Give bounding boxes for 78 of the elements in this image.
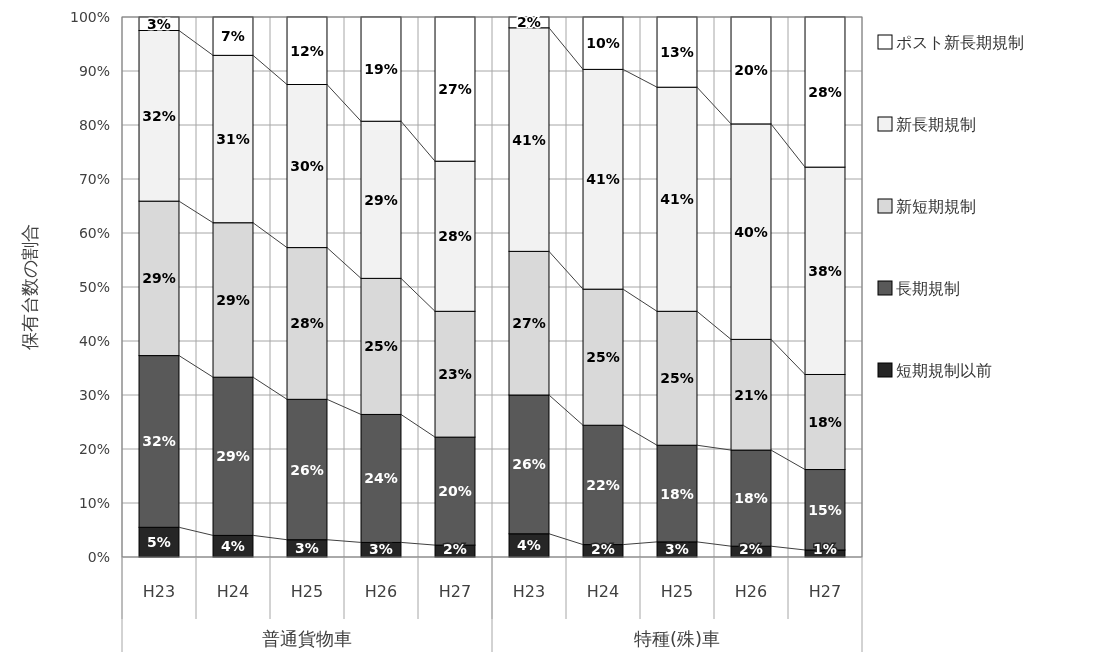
y-tick-label: 10% bbox=[78, 495, 110, 511]
data-label: 5% bbox=[147, 534, 171, 551]
legend-label: 短期規制以前 bbox=[896, 361, 992, 380]
y-tick-label: 20% bbox=[78, 441, 110, 457]
y-tick-label: 0% bbox=[87, 549, 110, 565]
data-label: 7% bbox=[221, 28, 245, 45]
data-label: 18% bbox=[808, 414, 842, 430]
data-label: 22% bbox=[586, 476, 620, 493]
y-tick-label: 80% bbox=[78, 117, 110, 133]
data-label: 2% bbox=[443, 541, 467, 557]
data-label: 4% bbox=[517, 537, 541, 554]
data-label: 29% bbox=[364, 191, 398, 208]
data-label: 27% bbox=[438, 81, 472, 98]
x-tick-label: H27 bbox=[808, 582, 842, 601]
data-label: 4% bbox=[221, 538, 245, 555]
x-tick-label: H24 bbox=[216, 582, 250, 601]
data-label: 28% bbox=[290, 315, 324, 332]
data-label: 41% bbox=[586, 171, 620, 188]
data-label: 1% bbox=[813, 541, 837, 557]
data-label: 25% bbox=[586, 349, 620, 366]
y-tick-label: 30% bbox=[78, 387, 110, 403]
data-label: 40% bbox=[734, 223, 768, 240]
data-label: 26% bbox=[512, 456, 546, 473]
legend-label: 新短期規制 bbox=[896, 197, 976, 216]
y-tick-label: 70% bbox=[78, 171, 110, 187]
x-tick-label: H26 bbox=[364, 582, 398, 601]
text: 普通貨物車 bbox=[262, 628, 352, 649]
data-label: 25% bbox=[364, 338, 398, 355]
data-label: 13% bbox=[660, 44, 694, 61]
data-label: 28% bbox=[808, 84, 842, 101]
data-label: 3% bbox=[369, 541, 393, 557]
data-label: 29% bbox=[142, 270, 176, 287]
y-axis-title: 保有台数の割合 bbox=[19, 224, 40, 350]
text: 特種(殊)車 bbox=[633, 628, 721, 649]
data-label: 3% bbox=[147, 15, 171, 32]
data-label: 20% bbox=[734, 62, 768, 79]
y-tick-label: 100% bbox=[69, 9, 110, 25]
x-tick-label: H23 bbox=[512, 582, 546, 601]
data-label: 30% bbox=[290, 158, 324, 175]
data-label: 29% bbox=[216, 448, 250, 465]
y-tick-label: 60% bbox=[78, 225, 110, 241]
data-label: 38% bbox=[808, 262, 842, 279]
y-tick-label: 90% bbox=[78, 63, 110, 79]
x-tick-label: H24 bbox=[586, 582, 620, 601]
data-label: 31% bbox=[216, 131, 250, 148]
legend-label: 新長期規制 bbox=[896, 115, 976, 134]
data-label: 3% bbox=[665, 541, 689, 557]
data-label: 23% bbox=[438, 366, 472, 383]
data-label: 2% bbox=[517, 14, 541, 31]
data-label: 32% bbox=[142, 107, 176, 124]
data-label: 25% bbox=[660, 370, 694, 387]
data-label: 32% bbox=[142, 433, 176, 450]
x-tick-label: H25 bbox=[290, 582, 324, 601]
data-label: 15% bbox=[808, 501, 842, 518]
data-label: 24% bbox=[364, 470, 398, 487]
data-label: 20% bbox=[438, 483, 472, 500]
data-label: 18% bbox=[660, 485, 694, 502]
data-label: 29% bbox=[216, 291, 250, 308]
data-label: 41% bbox=[512, 131, 546, 148]
x-tick-label: H23 bbox=[142, 582, 176, 601]
data-label: 18% bbox=[734, 490, 768, 507]
data-label: 3% bbox=[295, 540, 319, 557]
data-label: 26% bbox=[290, 461, 324, 478]
data-label: 2% bbox=[591, 541, 615, 557]
data-label: 12% bbox=[290, 42, 324, 59]
y-tick-label: 50% bbox=[78, 279, 110, 295]
data-label: 10% bbox=[586, 35, 620, 52]
x-tick-label: H26 bbox=[734, 582, 768, 601]
data-label: 19% bbox=[364, 61, 398, 78]
legend-label: 長期規制 bbox=[896, 279, 960, 298]
data-label: 2% bbox=[739, 541, 763, 557]
y-tick-label: 40% bbox=[78, 333, 110, 349]
x-tick-label: H27 bbox=[438, 582, 472, 601]
x-tick-label: H25 bbox=[660, 582, 694, 601]
data-label: 28% bbox=[438, 228, 472, 245]
data-label: 41% bbox=[660, 191, 694, 208]
data-label: 27% bbox=[512, 315, 546, 332]
data-label: 21% bbox=[734, 386, 768, 403]
